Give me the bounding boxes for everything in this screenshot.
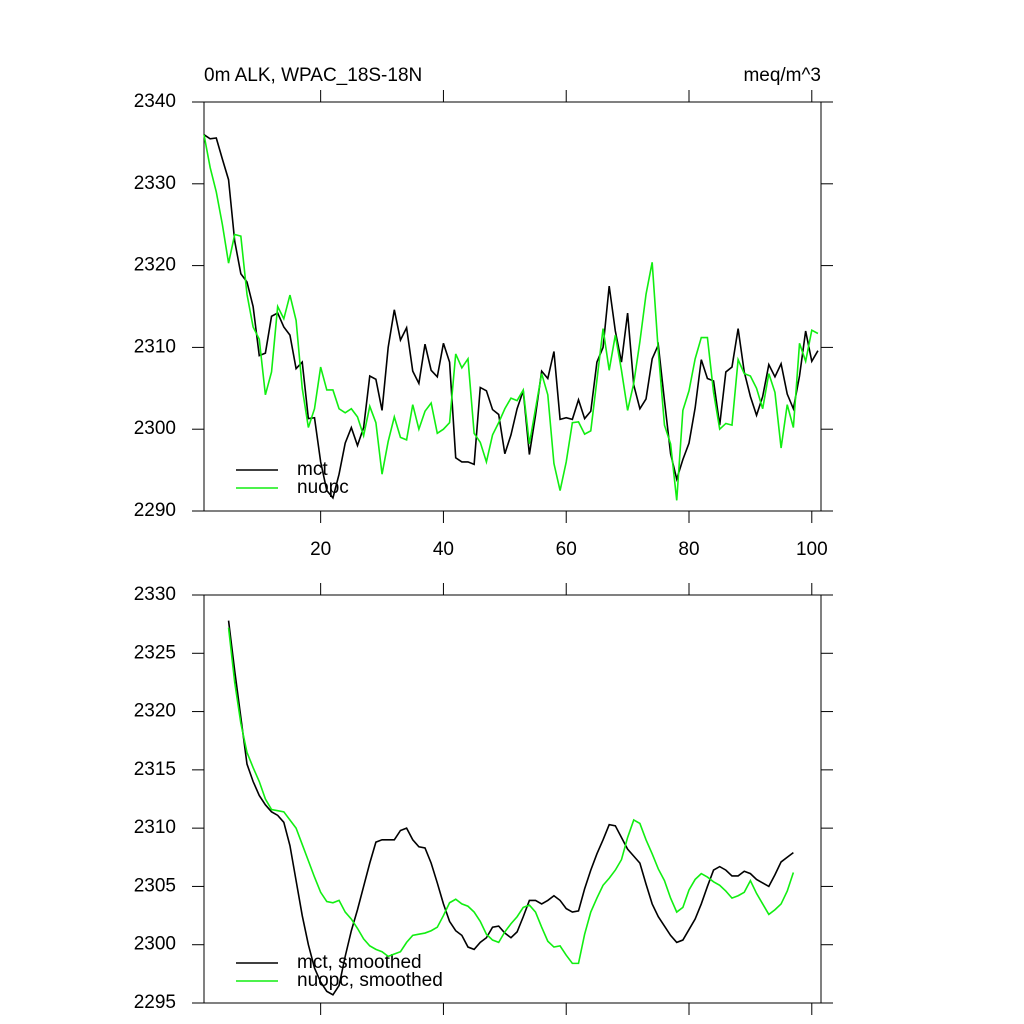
x-tick-label: 80	[678, 539, 699, 560]
legend-label: mct	[297, 459, 328, 480]
x-tick-label: 20	[310, 539, 331, 560]
units-label: meq/m^3	[743, 65, 821, 86]
x-tick-label: 100	[796, 539, 828, 560]
legend-label: nuopc	[297, 477, 349, 498]
y-tick-label: 2305	[134, 875, 176, 896]
plot-frame	[203, 594, 822, 1004]
y-tick-label: 2320	[134, 701, 176, 722]
data-line	[227, 627, 795, 965]
data-line	[227, 620, 794, 996]
data-line	[203, 134, 819, 500]
y-tick-label: 2300	[134, 418, 176, 439]
y-tick-label: 2325	[134, 642, 176, 663]
x-tick-label: 60	[556, 539, 577, 560]
legend-label: mct, smoothed	[297, 952, 422, 973]
x-tick-label: 40	[433, 539, 454, 560]
y-tick-label: 2340	[134, 91, 176, 112]
y-tick-label: 2310	[134, 336, 176, 357]
y-tick-label: 2300	[134, 934, 176, 955]
y-tick-label: 2330	[134, 173, 176, 194]
y-tick-label: 2295	[134, 992, 176, 1013]
y-tick-label: 2315	[134, 759, 176, 780]
y-tick-label: 2320	[134, 255, 176, 276]
legend-label: nuopc, smoothed	[297, 970, 443, 991]
chart-title: 0m ALK, WPAC_18S-18N	[204, 65, 422, 86]
y-tick-label: 2290	[134, 500, 176, 521]
y-tick-label: 2330	[134, 584, 176, 605]
plot-frame	[203, 101, 822, 512]
data-line	[203, 134, 819, 501]
y-tick-label: 2310	[134, 817, 176, 838]
